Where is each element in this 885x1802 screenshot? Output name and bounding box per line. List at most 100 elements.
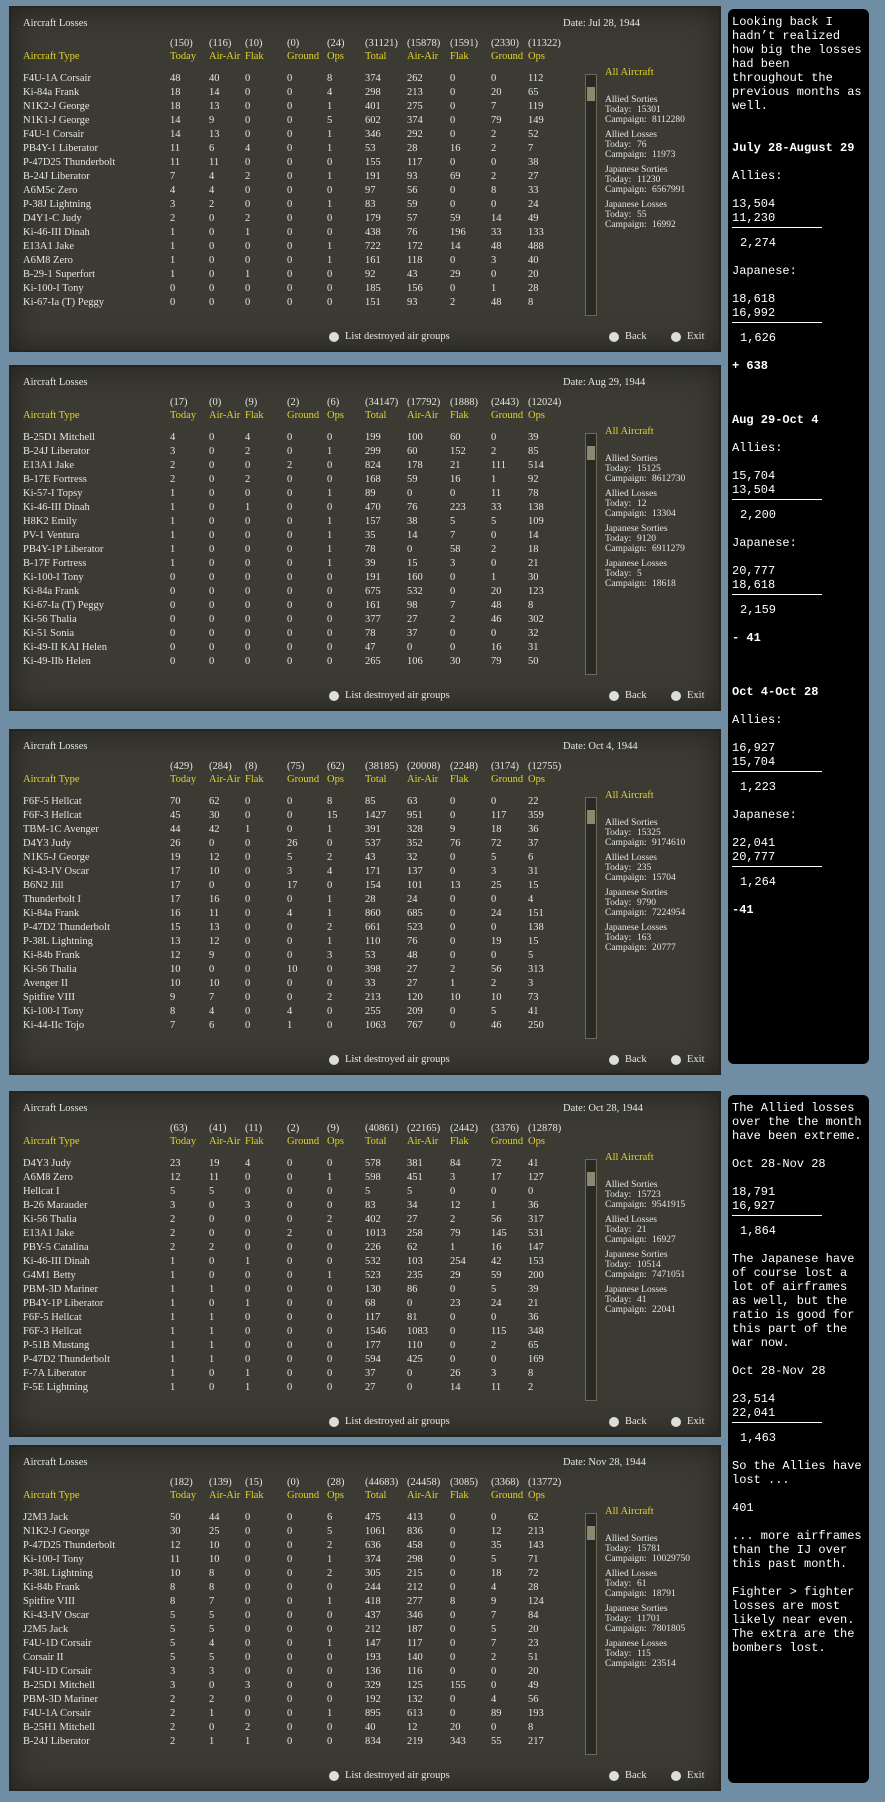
cell: 2: [327, 1214, 333, 1225]
list-button[interactable]: List destroyed air groups: [345, 331, 450, 342]
cell: 32: [407, 852, 418, 863]
cell: 2: [491, 1652, 497, 1663]
side-label: Campaign:: [605, 1624, 647, 1634]
aircraft-name: B-25H1 Mitchell: [23, 1722, 96, 1733]
side-label: Campaign:: [605, 1200, 647, 1210]
aircraft-name: PBM-3D Mariner: [23, 1284, 98, 1295]
cell: 23: [450, 1298, 461, 1309]
cell: 8: [528, 1368, 534, 1379]
all-aircraft[interactable]: All Aircraft: [605, 1152, 654, 1163]
back-button[interactable]: Back: [625, 1416, 647, 1427]
aircraft-name: N1K2-J George: [23, 1526, 90, 1537]
side-label: Campaign:: [605, 1554, 647, 1564]
cell: 0: [287, 157, 293, 168]
cell: 895: [365, 1708, 381, 1719]
column-total: (3085): [450, 1477, 478, 1488]
cell: 0: [491, 157, 497, 168]
cell: 1: [450, 1242, 456, 1253]
cell: 12: [170, 950, 181, 961]
column-total: (2442): [450, 1123, 478, 1134]
aircraft-name: P-51B Mustang: [23, 1340, 90, 1351]
cell: 0: [450, 199, 456, 210]
exit-button[interactable]: Exit: [687, 1416, 705, 1427]
back-button[interactable]: Back: [625, 1054, 647, 1065]
cell: 3: [245, 1680, 251, 1691]
cell: 20: [528, 269, 539, 280]
cell: 5: [170, 1186, 176, 1197]
cell: 0: [209, 269, 215, 280]
cell: 0: [491, 950, 497, 961]
cell: 0: [287, 1596, 293, 1607]
cell: 348: [528, 1326, 544, 1337]
cell: 1: [170, 1256, 176, 1267]
aircraft-name: Ki-57-I Topsy: [23, 488, 83, 499]
cell: 3: [170, 1680, 176, 1691]
cell: 0: [327, 1736, 333, 1747]
list-button[interactable]: List destroyed air groups: [345, 1054, 450, 1065]
cell: 0: [287, 1256, 293, 1267]
scrollbar[interactable]: [585, 1159, 597, 1401]
cell: 0: [287, 185, 293, 196]
scroll-thumb: [587, 810, 595, 824]
column-header: Total: [365, 774, 387, 785]
column-header: Air-Air: [407, 1136, 439, 1147]
scrollbar[interactable]: [585, 1513, 597, 1755]
difference: 1,264: [740, 875, 777, 889]
back-button[interactable]: Back: [625, 690, 647, 701]
cell: 0: [245, 101, 251, 112]
exit-button[interactable]: Exit: [687, 1770, 705, 1781]
exit-button[interactable]: Exit: [687, 1054, 705, 1065]
side-value: 20777: [652, 943, 676, 953]
cell: 0: [327, 642, 333, 653]
back-button[interactable]: Back: [625, 1770, 647, 1781]
scrollbar[interactable]: [585, 433, 597, 675]
cell: 36: [528, 1312, 539, 1323]
exit-button[interactable]: Exit: [687, 690, 705, 701]
scrollbar[interactable]: [585, 797, 597, 1039]
losses-panel: Aircraft Losses Date: Aug 29, 1944 (17) (0)…: [9, 365, 721, 711]
scrollbar[interactable]: [585, 74, 597, 316]
cell: 24: [528, 199, 539, 210]
losses-panel: Aircraft Losses Date: Nov 28, 1944 (182) (1…: [9, 1445, 721, 1791]
cell: 1: [170, 530, 176, 541]
aircraft-name: B-17E Fortress: [23, 474, 87, 485]
cell: 79: [450, 1228, 461, 1239]
list-button[interactable]: List destroyed air groups: [345, 690, 450, 701]
cell: 34: [407, 1200, 418, 1211]
cell: 14: [528, 530, 539, 541]
difference: 2,274: [740, 236, 777, 250]
list-button[interactable]: List destroyed air groups: [345, 1416, 450, 1427]
value: 22,041: [732, 1406, 776, 1420]
cell: 118: [407, 255, 423, 266]
cell: 4: [170, 432, 176, 443]
cell: 598: [365, 1172, 381, 1183]
cell: 56: [491, 964, 502, 975]
all-aircraft[interactable]: All Aircraft: [605, 790, 654, 801]
cell: 262: [407, 73, 423, 84]
cell: 5: [209, 1610, 215, 1621]
cell: 359: [528, 810, 544, 821]
side-label: Campaign:: [605, 185, 647, 195]
aircraft-name: N1K5-J George: [23, 852, 90, 863]
cell: 4: [287, 1006, 293, 1017]
cell: 76: [407, 227, 418, 238]
all-aircraft[interactable]: All Aircraft: [605, 67, 654, 78]
cell: 0: [245, 1186, 251, 1197]
side-label: Campaign:: [605, 908, 647, 918]
aircraft-name: F4U-1 Corsair: [23, 129, 84, 140]
all-aircraft[interactable]: All Aircraft: [605, 426, 654, 437]
column-total: (8): [245, 761, 258, 772]
back-button[interactable]: Back: [625, 331, 647, 342]
aircraft-name: Ki-100-I Tony: [23, 1006, 84, 1017]
cell: 1: [327, 1638, 333, 1649]
all-aircraft[interactable]: All Aircraft: [605, 1506, 654, 1517]
cell: 19: [170, 852, 181, 863]
exit-button[interactable]: Exit: [687, 331, 705, 342]
cell: 0: [287, 922, 293, 933]
side-value: 15125: [637, 464, 661, 474]
cell: 29: [450, 269, 461, 280]
cell: 0: [327, 1722, 333, 1733]
list-button[interactable]: List destroyed air groups: [345, 1770, 450, 1781]
difference: 1,223: [740, 780, 777, 794]
cell: 401: [365, 101, 381, 112]
